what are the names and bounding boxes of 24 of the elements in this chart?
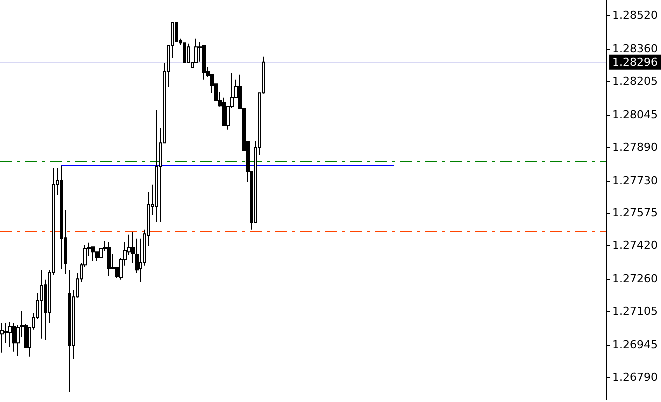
ref-line-label: 1.28296: [612, 56, 658, 69]
candlestick: [107, 242, 111, 276]
y-tick-label: 1.28045: [612, 108, 658, 122]
candlestick: [202, 46, 206, 80]
y-tick-label: 1.27260: [612, 272, 658, 286]
y-tick-label: 1.28360: [612, 42, 658, 56]
candlestick: [91, 246, 95, 262]
y-tick-label: 1.28205: [612, 74, 658, 88]
candlestick: [183, 42, 186, 64]
y-tick-label: 1.26790: [612, 370, 658, 384]
candlestick: [0, 322, 4, 354]
candlestick: [40, 270, 43, 340]
y-tick-label: 1.26945: [612, 338, 658, 352]
y-tick-label: 1.27420: [612, 239, 658, 252]
y-tick-label: 1.27890: [612, 140, 658, 154]
y-tick-label: 1.28520: [612, 8, 658, 22]
y-tick-label: 1.27575: [612, 206, 658, 220]
y-tick-label: 1.27105: [612, 305, 658, 318]
candlestick: [8, 321, 12, 348]
y-tick-label: 1.27730: [612, 174, 658, 188]
candlestick: [12, 322, 16, 352]
candlestick: [68, 270, 71, 393]
candlestick: [60, 165, 63, 270]
candlestick: [155, 110, 158, 222]
